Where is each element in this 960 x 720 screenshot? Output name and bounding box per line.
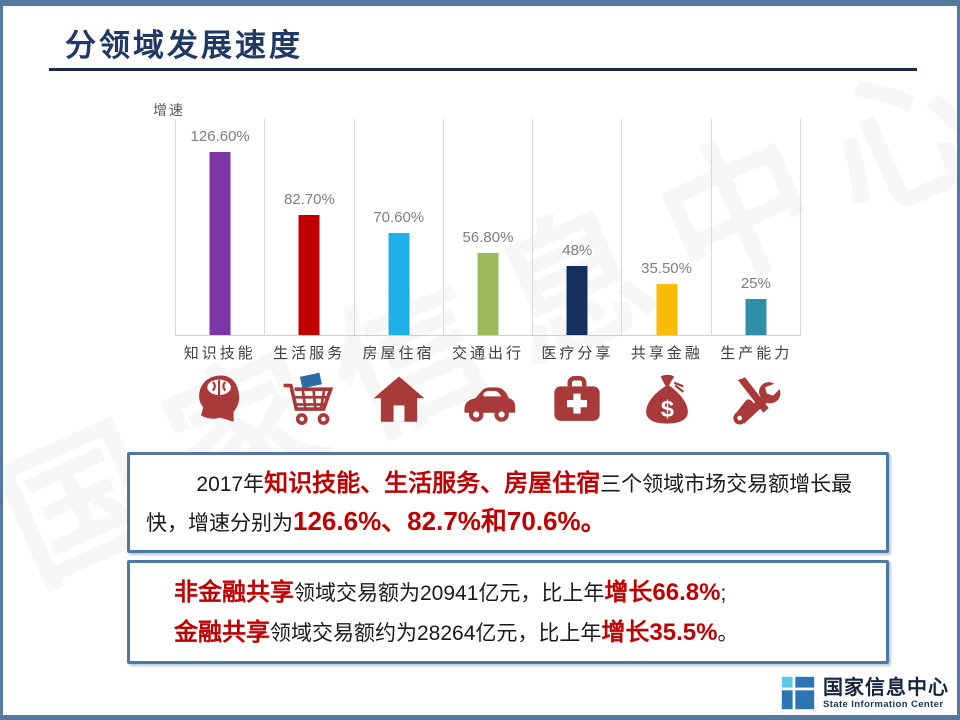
bar-value-label: 35.50% [641, 260, 692, 277]
callout-emphasis: 增长66.8% [604, 579, 721, 606]
state-information-center-logo-icon [781, 676, 815, 710]
chart-bar-2 [298, 215, 320, 335]
chart-bar-1 [209, 152, 231, 335]
shopping-cart-icon [264, 368, 353, 432]
callout-2-line-2: 金融共享领域交易额约为28264亿元，比上年增长35.5%。 [146, 613, 872, 653]
tools-icon [712, 368, 801, 432]
callout-text: ; [720, 582, 727, 605]
callout-text: 领域交易额约为28264亿元，比上年 [270, 622, 602, 645]
callout-emphasis: 非金融共享 [174, 579, 294, 606]
page-title: 分领域发展速度 [65, 28, 303, 63]
category-axis: 知识技能 生活服务 房屋住宿 交通出行 医疗分享 共享金融 生产能力 [175, 342, 801, 363]
chart-column-4: 56.80% [442, 119, 532, 335]
callout-text: 领域交易额为20941亿元，比上年 [294, 582, 605, 605]
callout-2-line-1: 非金融共享领域交易额为20941亿元，比上年增长66.8%; [146, 573, 872, 613]
callout-text: 2017年 [196, 473, 265, 496]
chart-column-2: 82.70% [264, 119, 353, 335]
footer-logo: 国家信息中心 State Information Center [780, 675, 949, 711]
callout-emphasis: 增长35.5% [601, 619, 718, 646]
plot-area: 126.60% 82.70% 70.60% 56.80% 48% 35.50% 25% [175, 119, 801, 336]
chart-column-3: 70.60% [353, 119, 443, 335]
category-label-2: 生活服务 [273, 345, 346, 362]
logo-text-en: State Information Center [823, 698, 944, 710]
bar-value-label: 126.60% [190, 128, 250, 145]
callout-text: 。 [717, 622, 739, 645]
svg-text:$: $ [661, 396, 674, 422]
knowledge-head-icon [175, 368, 264, 432]
category-label-3: 房屋住宿 [362, 345, 435, 362]
callout-text: 三个领域市场交易额增长最快，增速分别为 [146, 473, 853, 535]
callout-emphasis: 知识技能、生活服务、房屋住宿 [264, 470, 601, 497]
car-icon [443, 368, 532, 432]
y-axis-title: 增速 [153, 102, 185, 118]
chart-bar-5 [566, 266, 588, 335]
chart-column-5: 48% [532, 119, 621, 335]
house-icon [354, 368, 443, 432]
callout-emphasis: 126.6%、82.7%和70.6%。 [293, 506, 607, 536]
first-aid-kit-icon [533, 368, 622, 432]
bar-value-label: 48% [562, 242, 593, 259]
logo-text-cn: 国家信息中心 [823, 676, 949, 699]
category-icons-row: $ [175, 368, 801, 432]
chart-bar-7 [745, 299, 767, 335]
chart-bar-4 [477, 253, 499, 335]
callout-box-growth-leaders: 2017年知识技能、生活服务、房屋住宿三个领域市场交易额增长最快，增速分别为12… [127, 452, 889, 553]
chart-column-6: 35.50% [621, 119, 710, 335]
title-underline [49, 68, 917, 71]
money-bag-icon: $ [622, 368, 711, 432]
category-label-5: 医疗分享 [541, 345, 614, 362]
bar-value-label: 25% [740, 275, 771, 292]
callout-emphasis: 金融共享 [174, 619, 270, 646]
category-label-1: 知识技能 [183, 345, 256, 362]
category-label-6: 共享金融 [630, 345, 703, 362]
chart-bar-6 [656, 284, 678, 335]
bar-value-label: 56.80% [462, 229, 514, 246]
callout-box-transaction-volume: 非金融共享领域交易额为20941亿元，比上年增长66.8%; 金融共享领域交易额… [127, 560, 889, 664]
bar-value-label: 82.70% [283, 191, 335, 208]
category-label-4: 交通出行 [451, 345, 524, 362]
callout-1-text: 2017年知识技能、生活服务、房屋住宿三个领域市场交易额增长最快，增速分别为12… [146, 465, 872, 542]
chart-column-7: 25% [710, 119, 801, 335]
bar-value-label: 70.60% [373, 209, 425, 226]
chart-bar-3 [388, 233, 410, 335]
chart-column-1: 126.60% [175, 119, 264, 335]
category-label-7: 生产能力 [720, 345, 793, 362]
